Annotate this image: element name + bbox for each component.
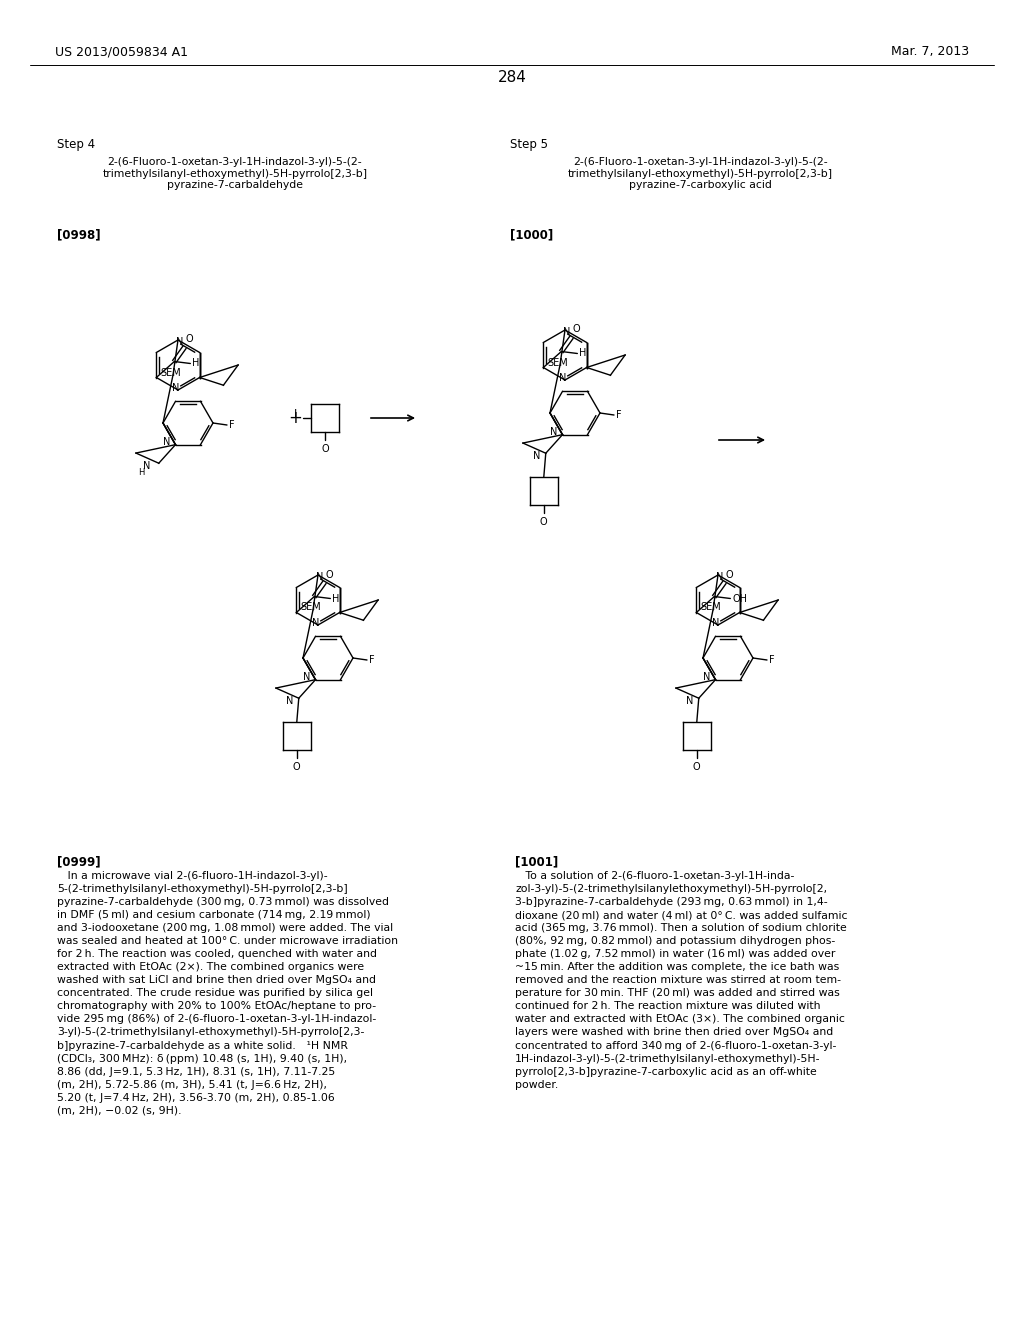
Text: N: N xyxy=(176,337,183,347)
Text: [1000]: [1000] xyxy=(510,228,553,242)
Text: N: N xyxy=(172,383,179,393)
Text: N: N xyxy=(312,618,319,628)
Text: O: O xyxy=(322,444,329,454)
Text: N: N xyxy=(703,672,711,681)
Text: N: N xyxy=(534,451,541,461)
Text: O: O xyxy=(326,569,333,579)
Text: +: + xyxy=(288,409,302,426)
Text: F: F xyxy=(369,655,375,665)
Text: O: O xyxy=(540,517,548,527)
Text: O: O xyxy=(572,325,580,334)
Text: Mar. 7, 2013: Mar. 7, 2013 xyxy=(891,45,969,58)
Text: N: N xyxy=(563,327,570,337)
Text: H: H xyxy=(580,348,587,359)
Text: N: N xyxy=(559,374,566,383)
Text: SEM: SEM xyxy=(300,602,321,612)
Text: F: F xyxy=(616,411,622,420)
Text: SEM: SEM xyxy=(160,367,180,378)
Text: O: O xyxy=(185,334,193,345)
Text: Step 4: Step 4 xyxy=(57,139,95,150)
Text: N: N xyxy=(550,426,557,437)
Text: 2-(6-Fluoro-1-oxetan-3-yl-1H-indazol-3-yl)-5-(2-
trimethylsilanyl-ethoxymethyl)-: 2-(6-Fluoro-1-oxetan-3-yl-1H-indazol-3-y… xyxy=(567,157,833,190)
Text: [1001]: [1001] xyxy=(515,855,558,869)
Text: N: N xyxy=(287,696,294,706)
Text: N: N xyxy=(316,572,324,582)
Text: N: N xyxy=(686,696,694,706)
Text: N: N xyxy=(713,618,720,628)
Text: Step 5: Step 5 xyxy=(510,139,548,150)
Text: [0998]: [0998] xyxy=(57,228,100,242)
Text: To a solution of 2-(6-fluoro-1-oxetan-3-yl-1H-inda-
zol-3-yl)-5-(2-trimethylsila: To a solution of 2-(6-fluoro-1-oxetan-3-… xyxy=(515,871,848,1089)
Text: N: N xyxy=(303,672,310,681)
Text: N: N xyxy=(717,572,724,582)
Text: O: O xyxy=(725,569,733,579)
Text: F: F xyxy=(769,655,774,665)
Text: H: H xyxy=(138,467,144,477)
Text: SEM: SEM xyxy=(699,602,721,612)
Text: H: H xyxy=(333,594,340,603)
Text: I: I xyxy=(294,409,297,418)
Text: F: F xyxy=(229,420,234,430)
Text: US 2013/0059834 A1: US 2013/0059834 A1 xyxy=(55,45,188,58)
Text: H: H xyxy=(193,359,200,368)
Text: O: O xyxy=(693,762,700,772)
Text: 284: 284 xyxy=(498,70,526,86)
Text: N: N xyxy=(143,461,151,471)
Text: SEM: SEM xyxy=(547,358,567,367)
Text: OH: OH xyxy=(732,594,748,603)
Text: N: N xyxy=(163,437,171,446)
Text: 2-(6-Fluoro-1-oxetan-3-yl-1H-indazol-3-yl)-5-(2-
trimethylsilanyl-ethoxymethyl)-: 2-(6-Fluoro-1-oxetan-3-yl-1H-indazol-3-y… xyxy=(102,157,368,190)
Text: In a microwave vial 2-(6-fluoro-1H-indazol-3-yl)-
5-(2-trimethylsilanyl-ethoxyme: In a microwave vial 2-(6-fluoro-1H-indaz… xyxy=(57,871,398,1115)
Text: [0999]: [0999] xyxy=(57,855,100,869)
Text: O: O xyxy=(293,762,301,772)
